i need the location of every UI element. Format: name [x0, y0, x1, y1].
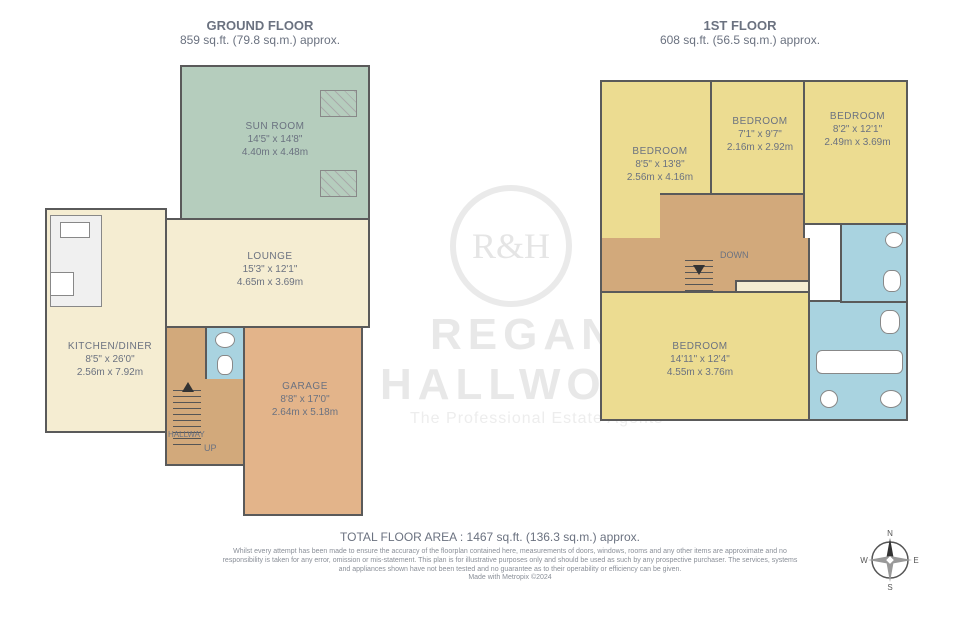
hallway-name: HALLWAY	[168, 430, 205, 439]
first-title: 1ST FLOOR	[600, 18, 880, 33]
kitchen-ft: 8'5" x 26'0"	[60, 353, 160, 366]
garage-ft: 8'8" x 17'0"	[265, 393, 345, 406]
ground-plan: SUN ROOM 14'5" x 14'8" 4.40m x 4.48m LOU…	[40, 50, 400, 520]
compass-s: S	[887, 583, 892, 590]
wc-basin	[215, 332, 235, 348]
total-area: TOTAL FLOOR AREA : 1467 sq.ft. (136.3 sq…	[0, 530, 980, 544]
madewith-text: Made with Metropix ©2024	[468, 574, 551, 581]
kitchen-hob	[50, 272, 74, 296]
first-plan: BEDROOM 8'5" x 13'8" 2.56m x 4.16m BEDRO…	[580, 50, 920, 430]
first-header: 1ST FLOOR 608 sq.ft. (56.5 sq.m.) approx…	[600, 18, 880, 47]
bed2-m: 2.16m x 2.92m	[720, 141, 800, 154]
lounge-label: LOUNGE 15'3" x 12'1" 4.65m x 3.69m	[215, 250, 325, 289]
lounge-m: 4.65m x 3.69m	[215, 276, 325, 289]
disclaimer-text: Whilst every attempt has been made to en…	[223, 548, 798, 573]
bedroom3	[803, 80, 908, 225]
garage	[243, 326, 363, 516]
bed1-name: BEDROOM	[615, 145, 705, 158]
disclaimer: Whilst every attempt has been made to en…	[220, 548, 800, 583]
bath-toilet	[880, 310, 900, 334]
bath-basin	[880, 390, 902, 408]
ground-area: 859 sq.ft. (79.8 sq.m.) approx.	[120, 33, 400, 47]
ground-header: GROUND FLOOR 859 sq.ft. (79.8 sq.m.) app…	[120, 18, 400, 47]
down-label: DOWN	[720, 250, 749, 260]
bed4-ft: 14'11" x 12'4"	[645, 353, 755, 366]
ens-basin	[885, 232, 903, 248]
up-arrow-icon	[182, 382, 194, 394]
bed3-name: BEDROOM	[815, 110, 900, 123]
bath-basin2	[820, 390, 838, 408]
bed3-m: 2.49m x 3.69m	[815, 136, 900, 149]
ens-toilet	[883, 270, 901, 292]
sunroom-name: SUN ROOM	[215, 120, 335, 133]
kitchen-sink	[60, 222, 90, 238]
bed2-ft: 7'1" x 9'7"	[720, 128, 800, 141]
compass: N E S W	[860, 530, 920, 590]
garage-label: GARAGE 8'8" x 17'0" 2.64m x 5.18m	[265, 380, 345, 419]
bed2-label: BEDROOM 7'1" x 9'7" 2.16m x 2.92m	[720, 115, 800, 154]
lounge-ft: 15'3" x 12'1"	[215, 263, 325, 276]
down-arrow-icon	[693, 265, 705, 277]
ground-title: GROUND FLOOR	[120, 18, 400, 33]
garage-m: 2.64m x 5.18m	[265, 406, 345, 419]
kitchen-label: KITCHEN/DINER 8'5" x 26'0" 2.56m x 7.92m	[60, 340, 160, 379]
compass-e: E	[913, 556, 918, 565]
watermark-logo: R&H	[450, 185, 572, 307]
first-area: 608 sq.ft. (56.5 sq.m.) approx.	[600, 33, 880, 47]
bed3-label: BEDROOM 8'2" x 12'1" 2.49m x 3.69m	[815, 110, 900, 149]
bed3-ft: 8'2" x 12'1"	[815, 123, 900, 136]
sunroom-m: 4.40m x 4.48m	[215, 146, 335, 159]
bed4-name: BEDROOM	[645, 340, 755, 353]
garage-name: GARAGE	[265, 380, 345, 393]
bed1-ft: 8'5" x 13'8"	[615, 158, 705, 171]
watermark-logo-text: R&H	[472, 225, 550, 267]
sunroom-ft: 14'5" x 14'8"	[215, 133, 335, 146]
bed1-m: 2.56m x 4.16m	[615, 171, 705, 184]
bath-tub	[816, 350, 903, 374]
kitchen-name: KITCHEN/DINER	[60, 340, 160, 353]
compass-n: N	[887, 530, 893, 538]
sunroom-label: SUN ROOM 14'5" x 14'8" 4.40m x 4.48m	[215, 120, 335, 159]
lounge-name: LOUNGE	[215, 250, 325, 263]
skylight-1	[320, 90, 357, 117]
up-label: UP	[204, 443, 217, 453]
compass-w: W	[860, 556, 868, 565]
wc-toilet	[217, 355, 233, 375]
bed1-label: BEDROOM 8'5" x 13'8" 2.56m x 4.16m	[615, 145, 705, 184]
bed4-label: BEDROOM 14'11" x 12'4" 4.55m x 3.76m	[645, 340, 755, 379]
kitchen-m: 2.56m x 7.92m	[60, 366, 160, 379]
bed4-m: 4.55m x 3.76m	[645, 366, 755, 379]
skylight-2	[320, 170, 357, 197]
bed2-name: BEDROOM	[720, 115, 800, 128]
